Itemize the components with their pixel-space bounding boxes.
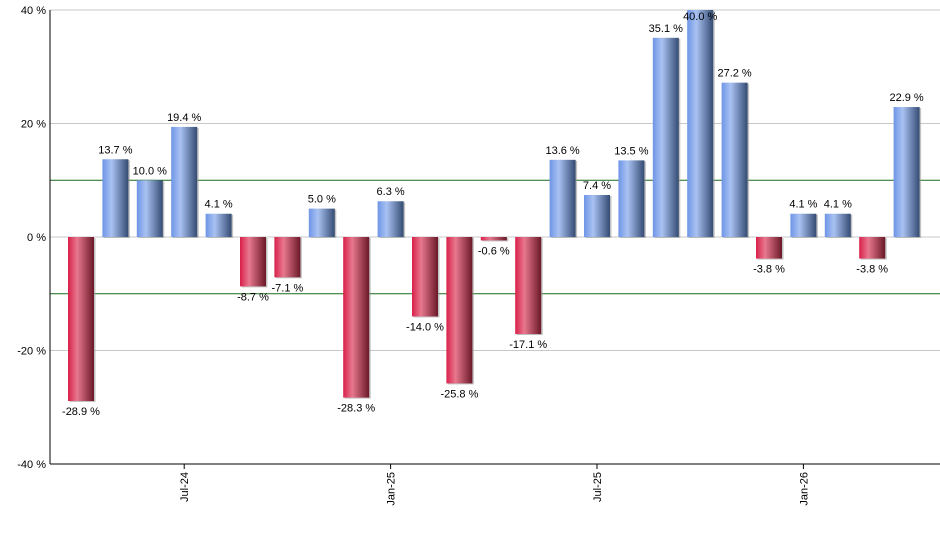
data-label: -0.6 % [478, 245, 510, 257]
data-labels: -28.9 % 13.7 %10.0 % 19.4 % 4.1 % -8.7 %-7.1… [62, 11, 924, 418]
bar [274, 237, 301, 278]
data-label: 5.0 % [308, 194, 336, 206]
x-tick-label: Jan-25 [386, 472, 398, 506]
data-label: 13.5 % [614, 145, 648, 157]
data-label: -17.1 % [509, 339, 547, 351]
bar [205, 213, 232, 237]
axes: 40 % 20 % 0 % -20 % -40 % Jul-24 Jan-25 Jul-25 J… [17, 5, 940, 506]
bar [308, 208, 335, 237]
bar [102, 159, 129, 237]
data-label: 4.1 % [205, 199, 233, 211]
x-tick-label: Jul-25 [592, 472, 604, 502]
bar [618, 160, 645, 237]
data-label: -14.0 % [406, 321, 444, 333]
data-label: -7.1 % [272, 282, 304, 294]
bar [790, 213, 817, 237]
data-label: 13.6 % [545, 145, 579, 157]
data-label: 19.4 % [167, 112, 201, 124]
data-label: 35.1 % [649, 23, 683, 35]
bars [68, 10, 922, 403]
data-label: -3.8 % [856, 264, 888, 276]
bar [721, 82, 748, 237]
data-label: -8.7 % [237, 291, 269, 303]
data-label: -3.8 % [753, 264, 785, 276]
y-tick-label: -40 % [17, 459, 46, 471]
bar [515, 237, 542, 335]
x-tick-label: Jul-24 [179, 472, 191, 502]
data-label: 27.2 % [717, 68, 751, 80]
x-tick-label: Jan-26 [798, 472, 810, 506]
data-label: 10.0 % [133, 165, 167, 177]
bar [343, 237, 370, 398]
bar [171, 126, 198, 237]
data-label: 22.9 % [889, 92, 923, 104]
bar [893, 107, 920, 237]
data-label: 7.4 % [583, 180, 611, 192]
y-tick-label: -20 % [17, 346, 46, 358]
bar [824, 213, 851, 237]
data-label: -25.8 % [440, 388, 478, 400]
data-label: 13.7 % [98, 144, 132, 156]
bar [480, 237, 507, 241]
bar [652, 37, 679, 238]
bar [412, 237, 438, 317]
bar [687, 10, 714, 237]
y-tick-label: 20 % [21, 119, 46, 131]
bar [136, 180, 163, 237]
bar [377, 201, 404, 237]
data-label: -28.3 % [337, 403, 375, 415]
bar [68, 237, 94, 402]
bar [756, 237, 782, 259]
data-label: 4.1 % [789, 199, 817, 211]
data-label: -28.9 % [62, 406, 100, 418]
y-tick-label: 40 % [21, 5, 46, 17]
bar [240, 237, 266, 287]
bar [549, 159, 576, 237]
bar [446, 237, 473, 384]
data-label: 40.0 % [683, 11, 717, 23]
data-label: 6.3 % [377, 186, 405, 198]
data-label: 4.1 % [824, 199, 852, 211]
y-tick-label: 0 % [27, 232, 46, 244]
bar [859, 237, 886, 259]
bar [584, 195, 610, 237]
